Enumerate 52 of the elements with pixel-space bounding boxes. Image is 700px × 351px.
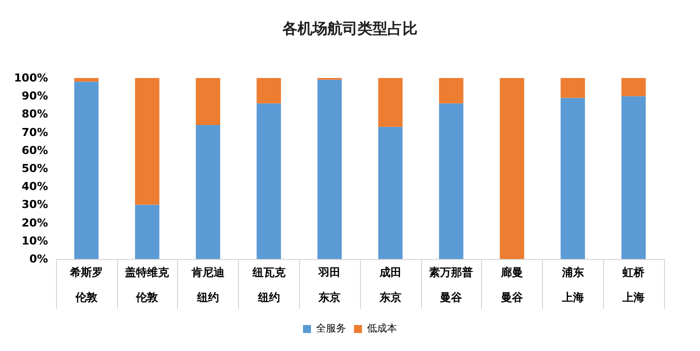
x-tick-label: 肯尼迪 xyxy=(190,266,226,279)
text: 上海 xyxy=(622,291,645,304)
text: 曼谷 xyxy=(500,291,524,304)
bar xyxy=(74,78,99,82)
text: 伦敦 xyxy=(74,291,98,304)
y-tick-label: 30% xyxy=(22,198,48,212)
bar xyxy=(439,103,464,259)
bar xyxy=(560,98,585,259)
bar xyxy=(378,78,403,127)
bar xyxy=(621,78,646,96)
y-tick-label: 80% xyxy=(22,108,48,121)
x-tick-label: 廊曼 xyxy=(500,266,523,279)
y-tick-label: 50% xyxy=(22,162,48,175)
y-tick-label: 10% xyxy=(22,234,48,248)
text: 曼谷 xyxy=(439,291,464,304)
bar xyxy=(500,78,524,259)
y-tick-label: 0% xyxy=(29,252,48,266)
bar xyxy=(378,126,403,259)
y-tick-label: 40% xyxy=(22,180,48,194)
x-tick-label: 虹桥 xyxy=(622,266,646,279)
y-tick-label: 20% xyxy=(22,216,48,230)
bar xyxy=(439,78,464,104)
legend-label: 全服务 xyxy=(316,322,346,334)
bar xyxy=(196,125,220,259)
bar xyxy=(74,82,99,259)
x-tick-label: 羽田 xyxy=(318,266,341,279)
bar xyxy=(135,204,160,259)
bar xyxy=(256,103,281,259)
x-tick-label: 素万那普 xyxy=(429,266,474,279)
x-tick-label: 盖特维克 xyxy=(125,266,170,279)
chart-title: 各机场航司类型占比 xyxy=(282,20,418,38)
bar xyxy=(621,96,646,259)
x-tick-label: 浦东 xyxy=(560,266,584,279)
x-tick-label: 希斯罗 xyxy=(68,266,103,279)
y-tick-label: 100% xyxy=(14,72,48,84)
text: 纽约 xyxy=(196,291,219,304)
text: 东京 xyxy=(378,291,402,304)
bar xyxy=(256,78,281,104)
bar xyxy=(135,78,160,205)
bar xyxy=(317,80,342,259)
x-tick-label: 纽瓦克 xyxy=(251,266,286,279)
text: 上海 xyxy=(560,291,584,304)
bar xyxy=(196,78,220,126)
legend-label: 低成本 xyxy=(367,322,397,334)
text: 伦敦 xyxy=(135,291,160,304)
text: 东京 xyxy=(318,291,341,304)
y-tick-label: 70% xyxy=(22,126,48,139)
bar xyxy=(560,78,585,98)
y-tick-label: 90% xyxy=(22,90,48,103)
y-tick-label: 60% xyxy=(22,144,48,157)
text: 纽约 xyxy=(256,291,280,304)
x-tick-label: 成田 xyxy=(378,266,402,279)
